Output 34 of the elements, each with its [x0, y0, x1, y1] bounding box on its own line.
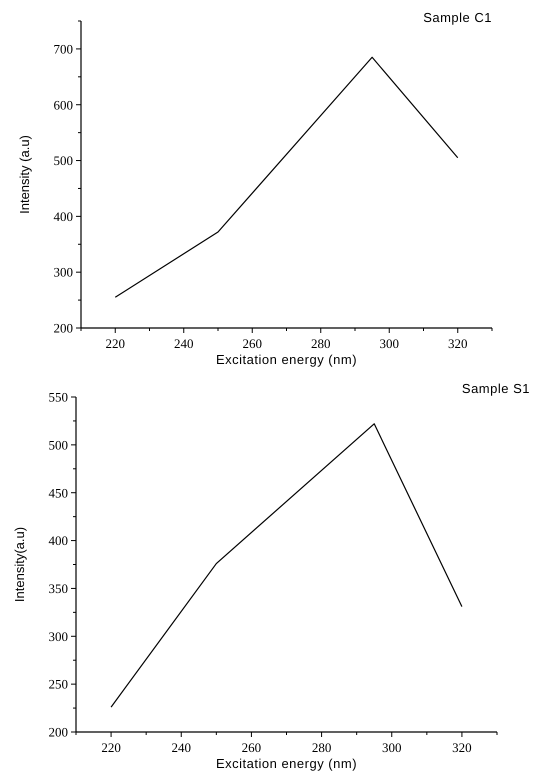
x-axis-title: Excitation energy (nm)	[216, 352, 358, 367]
y-tick-label: 400	[48, 533, 68, 548]
chart-title: Sample C1	[423, 10, 492, 25]
y-tick-label: 500	[54, 153, 73, 168]
y-tick-label: 300	[54, 264, 73, 280]
x-tick-label: 280	[311, 336, 330, 351]
y-tick-label: 600	[54, 97, 73, 112]
y-axis-title: Intensity(a.u)	[12, 526, 27, 602]
x-tick-label: 240	[174, 336, 194, 351]
chart-title: Sample S1	[462, 381, 530, 396]
y-tick-label: 300	[48, 628, 68, 644]
x-tick-label: 240	[172, 740, 191, 755]
line-series	[114, 56, 458, 298]
y-tick-label: 700	[54, 41, 73, 56]
x-axis-title: Excitation energy (nm)	[216, 756, 358, 771]
x-tick-label: 300	[382, 740, 402, 755]
y-tick-label: 550	[48, 390, 68, 405]
y-tick-label: 350	[48, 580, 68, 596]
y-tick-label: 450	[48, 485, 68, 500]
x-tick-label: 320	[448, 336, 468, 351]
x-tick-label: 260	[242, 336, 262, 351]
line-series	[110, 423, 463, 708]
x-tick-label: 260	[242, 740, 262, 755]
x-tick-label: 320	[452, 740, 472, 755]
x-tick-label: 280	[312, 740, 332, 755]
y-tick-label: 250	[48, 676, 68, 692]
x-tick-label: 300	[380, 336, 399, 351]
y-tick-label: 200	[48, 724, 68, 740]
y-tick-label: 200	[54, 320, 73, 336]
x-tick-label: 220	[106, 336, 125, 351]
x-tick-label: 220	[101, 740, 121, 755]
y-tick-label: 400	[54, 208, 73, 224]
y-axis-title: Intensity (a.u)	[17, 135, 32, 214]
y-tick-label: 500	[48, 437, 68, 452]
